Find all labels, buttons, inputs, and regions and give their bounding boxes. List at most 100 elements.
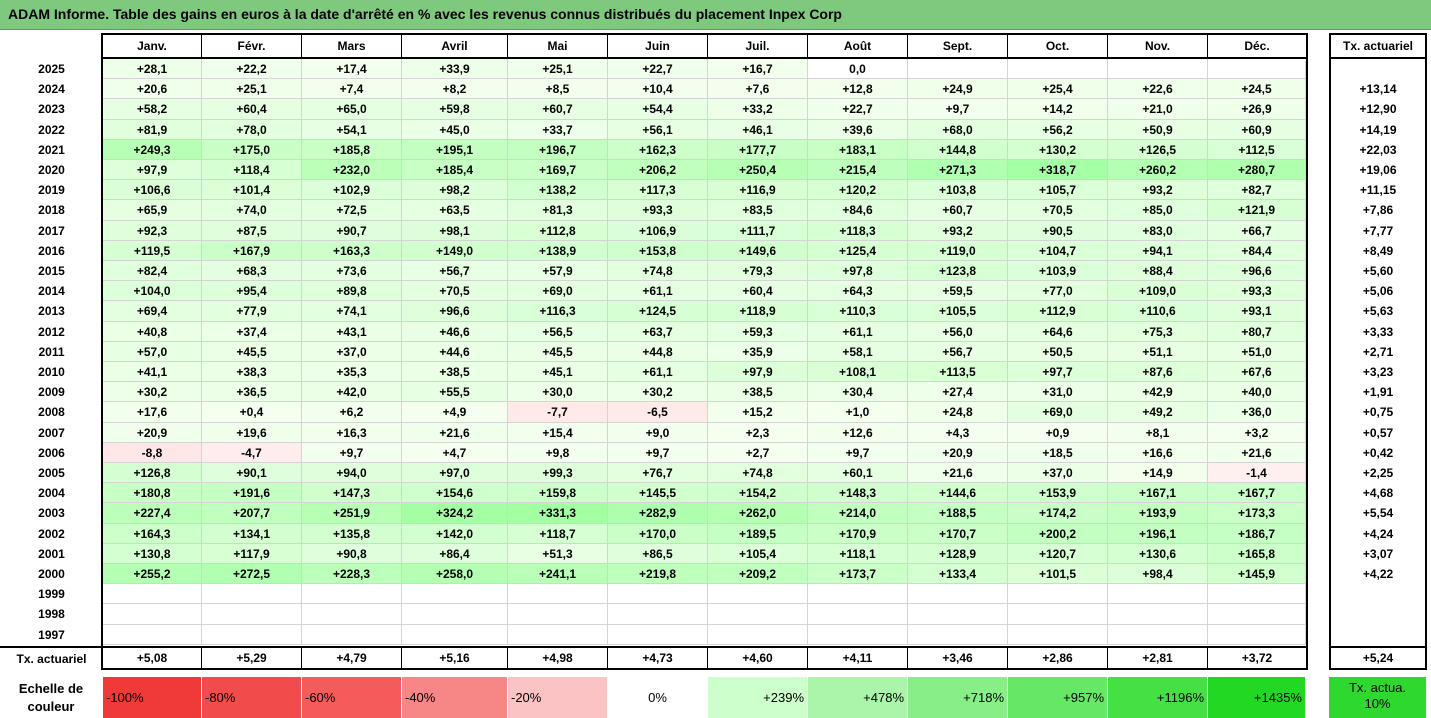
row-actuarial: +3,23 [1362, 365, 1394, 379]
table-cell: +87,5 [202, 221, 302, 241]
table-cell: +10,4 [608, 79, 708, 99]
table-cell: +68,0 [908, 120, 1008, 140]
table-cell: +82,4 [103, 261, 202, 281]
table-cell: +209,2 [708, 564, 808, 584]
table-cell [402, 584, 508, 604]
table-cell: +63,7 [608, 322, 708, 342]
table-cell: +103,8 [908, 180, 1008, 200]
table-cell: +58,1 [808, 342, 908, 362]
table-cell: +57,9 [508, 261, 608, 281]
table-cell: +33,7 [508, 120, 608, 140]
table-cell: +21,6 [1208, 443, 1306, 463]
table-cell [1108, 59, 1208, 79]
table-cell: +14,2 [1008, 99, 1108, 120]
table-cell: +9,0 [608, 423, 708, 443]
table-cell: +99,3 [508, 463, 608, 483]
table-cell: +35,9 [708, 342, 808, 362]
table-cell: +185,8 [302, 140, 402, 160]
table-cell: +60,4 [202, 99, 302, 120]
footer-label: Tx. actuariel [16, 652, 87, 666]
table-cell: +109,0 [1108, 281, 1208, 301]
table-cell: +56,7 [908, 342, 1008, 362]
table-cell: +50,5 [1008, 342, 1108, 362]
row-year: 2007 [38, 426, 65, 440]
table-cell: +46,1 [708, 120, 808, 140]
table-cell: +90,1 [202, 463, 302, 483]
row-year: 2005 [38, 466, 65, 480]
row-actuarial: +11,15 [1359, 183, 1397, 197]
table-cell: +138,2 [508, 180, 608, 200]
table-cell: +145,5 [608, 483, 708, 503]
row-actuarial: +2,71 [1362, 345, 1394, 359]
row-actuarial: +4,22 [1362, 567, 1394, 581]
table-cell: +126,8 [103, 463, 202, 483]
table-cell: +227,4 [103, 503, 202, 524]
table-cell [608, 625, 708, 645]
row-actuarial: +4,68 [1362, 486, 1394, 500]
table-cell: +12,8 [808, 79, 908, 99]
table-cell: +112,9 [1008, 301, 1108, 322]
table-cell: +72,5 [302, 200, 402, 221]
row-actuarial: +7,86 [1362, 203, 1394, 217]
table-cell: -4,7 [202, 443, 302, 463]
table-cell: +116,9 [708, 180, 808, 200]
table-cell: +37,0 [302, 342, 402, 362]
table-cell: +163,3 [302, 241, 402, 261]
table-cell [202, 625, 302, 645]
table-cell: +206,2 [608, 160, 708, 180]
table-cell: +59,5 [908, 281, 1008, 301]
table-cell: +59,8 [402, 99, 508, 120]
table-cell: +228,3 [302, 564, 402, 584]
table-cell: +112,5 [1208, 140, 1306, 160]
table-cell: +39,6 [808, 120, 908, 140]
table-cell: +118,7 [508, 524, 608, 544]
row-year: 2002 [38, 527, 65, 541]
table-cell: +164,3 [103, 524, 202, 544]
table-cell: +54,1 [302, 120, 402, 140]
table-cell: +21,0 [1108, 99, 1208, 120]
footer-divider [0, 646, 1308, 648]
table-cell: +60,1 [808, 463, 908, 483]
table-cell: +90,7 [302, 221, 402, 241]
row-actuarial [1331, 604, 1425, 625]
table-cell: +105,4 [708, 544, 808, 564]
table-cell: +50,9 [1108, 120, 1208, 140]
footer-cell: +4,60 [708, 648, 808, 668]
table-cell: +169,7 [508, 160, 608, 180]
table-cell: +250,4 [708, 160, 808, 180]
table-cell: +28,1 [103, 59, 202, 79]
table-cell: +144,6 [908, 483, 1008, 503]
row-actuarial: +7,77 [1362, 224, 1394, 238]
table-cell [708, 604, 808, 625]
table-cell: +22,2 [202, 59, 302, 79]
table-cell: +120,2 [808, 180, 908, 200]
table-cell: +61,1 [808, 322, 908, 342]
title-bar: ADAM Informe. Table des gains en euros à… [0, 0, 1431, 30]
table-cell: +7,6 [708, 79, 808, 99]
table-cell: +68,3 [202, 261, 302, 281]
table-cell: +38,5 [708, 382, 808, 402]
row-actuarial: +2,25 [1362, 466, 1394, 480]
table-cell: +251,9 [302, 503, 402, 524]
table-cell: +207,7 [202, 503, 302, 524]
table-cell: +86,4 [402, 544, 508, 564]
month-header: Juin [608, 35, 708, 57]
table-cell [708, 625, 808, 645]
table-cell: +130,6 [1108, 544, 1208, 564]
table-cell: +95,4 [202, 281, 302, 301]
table-cell: +318,7 [1008, 160, 1108, 180]
table-cell: +15,2 [708, 402, 808, 423]
row-actuarial [1331, 59, 1425, 79]
footer-actuarial: +5,24 [1362, 651, 1394, 665]
row-year: 2004 [38, 486, 65, 500]
footer-cell: +3,46 [908, 648, 1008, 668]
table-cell: +69,0 [1008, 402, 1108, 423]
row-actuarial: +5,60 [1362, 264, 1394, 278]
table-cell: +196,7 [508, 140, 608, 160]
table-cell: +130,8 [103, 544, 202, 564]
table-cell: +9,7 [908, 99, 1008, 120]
table-cell: +12,6 [808, 423, 908, 443]
table-cell: +271,3 [908, 160, 1008, 180]
table-cell [808, 625, 908, 645]
table-cell: +117,3 [608, 180, 708, 200]
